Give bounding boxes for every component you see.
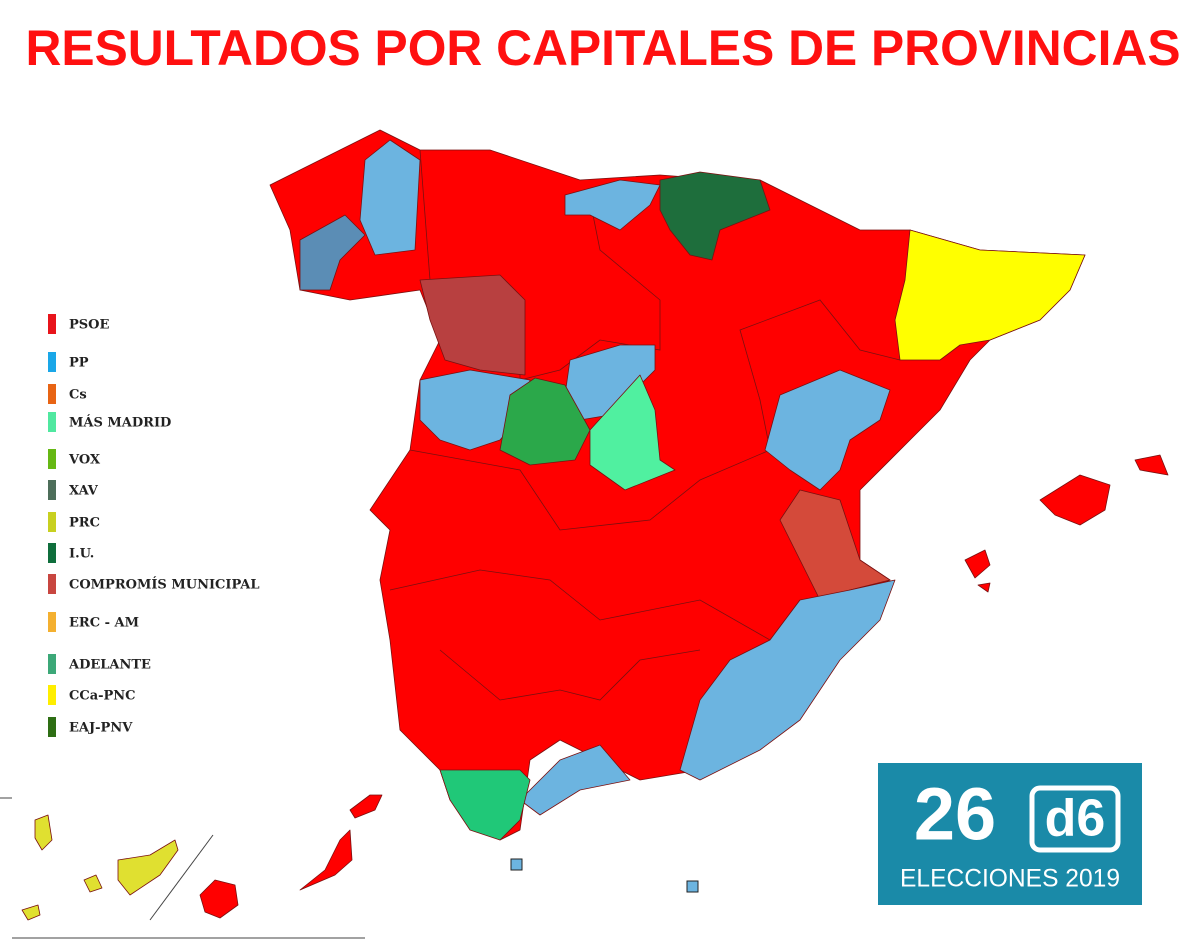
legend-swatch xyxy=(48,480,56,500)
legend-swatch xyxy=(48,543,56,563)
legend-label: ADELANTE xyxy=(68,658,151,673)
title: RESULTADOS POR CAPITALES DE PROVINCIAS xyxy=(26,20,1181,76)
logo-number: 26 xyxy=(914,773,996,856)
island xyxy=(21,904,41,921)
legend-label: MÁS MADRID xyxy=(69,415,171,431)
island xyxy=(1039,474,1111,526)
legend-swatch xyxy=(48,449,56,469)
region xyxy=(564,179,661,231)
region xyxy=(419,274,526,376)
island xyxy=(1134,454,1169,476)
island xyxy=(299,829,353,891)
legend-swatch xyxy=(48,574,56,594)
legend-label: COMPROMÍS MUNICIPAL xyxy=(69,577,260,593)
enclave xyxy=(686,880,699,893)
logo-frame xyxy=(1029,785,1121,853)
logo: 26 d6 ELECCIONES 2019 xyxy=(878,763,1142,905)
island xyxy=(34,814,53,851)
legend-swatch xyxy=(48,717,56,737)
legend-swatch xyxy=(48,352,56,372)
island xyxy=(977,582,991,593)
island xyxy=(199,879,239,919)
legend-swatch xyxy=(48,685,56,705)
region xyxy=(499,377,591,466)
region xyxy=(589,374,676,491)
region xyxy=(299,214,366,291)
legend-label: PRC xyxy=(69,516,100,531)
region xyxy=(894,229,1086,361)
legend: PSOE PP Cs MÁS MADRID VOX XAV PRC I.U. COMPROMÍS… xyxy=(48,314,260,737)
region xyxy=(439,769,531,841)
divider xyxy=(149,834,214,921)
region xyxy=(519,744,631,816)
legend-swatch xyxy=(48,412,56,432)
legend-label: PP xyxy=(69,356,89,371)
region xyxy=(419,369,531,451)
province-borders xyxy=(439,649,701,701)
legend-label: VOX xyxy=(68,453,101,468)
legend-swatch xyxy=(48,654,56,674)
legend-label: Cs xyxy=(69,388,87,403)
legend-swatch xyxy=(48,314,56,334)
logo-mark: d6 xyxy=(1045,790,1106,848)
island xyxy=(964,549,991,579)
legend-swatch xyxy=(48,512,56,532)
legend-label: EAJ-PNV xyxy=(69,721,133,736)
legend-label: ERC - AM xyxy=(69,616,139,631)
legend-swatch xyxy=(48,612,56,632)
logo-caption: ELECCIONES 2019 xyxy=(900,865,1120,893)
region xyxy=(764,369,891,491)
legend-label: CCa-PNC xyxy=(69,689,136,704)
region xyxy=(659,171,771,261)
island xyxy=(117,839,179,896)
map xyxy=(0,129,1169,939)
island xyxy=(349,794,383,819)
region xyxy=(359,139,421,256)
legend-label: PSOE xyxy=(69,318,109,333)
legend-label: I.U. xyxy=(69,547,94,562)
island xyxy=(83,874,103,893)
legend-swatch xyxy=(48,384,56,404)
region xyxy=(679,579,896,781)
legend-label: XAV xyxy=(69,484,99,499)
enclave xyxy=(510,858,523,871)
